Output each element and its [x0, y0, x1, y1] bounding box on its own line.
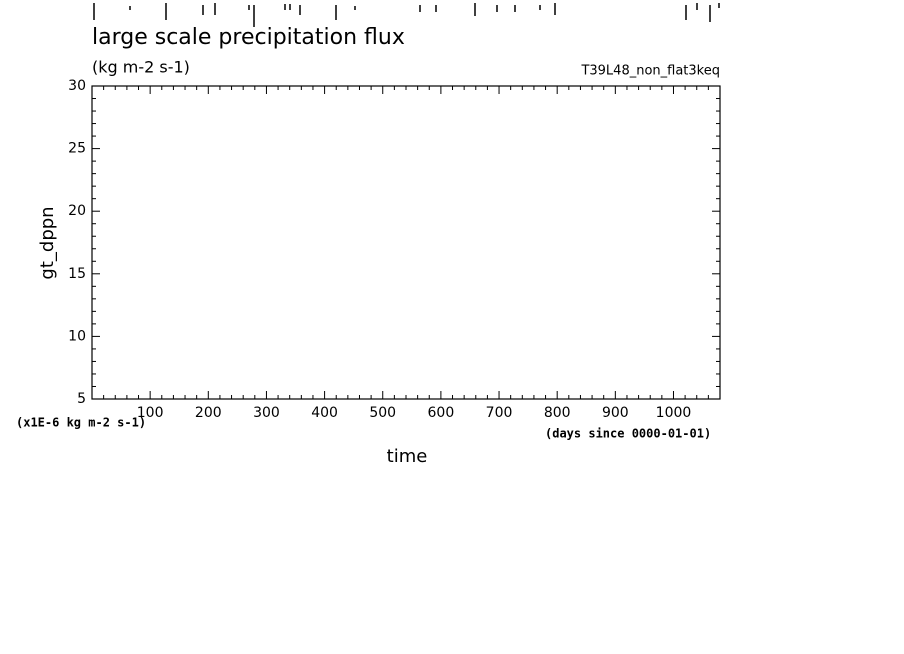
y-tick-label: 30: [68, 78, 86, 94]
x-tick-label: 800: [544, 405, 571, 421]
y-axis-label: gt_dppn: [37, 206, 58, 279]
x-tick-label: 200: [195, 405, 222, 421]
x-axis-label: time: [387, 446, 428, 467]
header-glitch-marks: [93, 3, 720, 27]
x-tick-label: 900: [602, 405, 629, 421]
y-tick-label: 5: [77, 391, 86, 407]
x-tick-label: 400: [311, 405, 338, 421]
x-tick-label: 300: [253, 405, 280, 421]
x-tick-label: 100: [137, 405, 164, 421]
chart-title: large scale precipitation flux: [92, 25, 405, 50]
y-tick-label: 15: [68, 266, 86, 282]
y-tick-label: 25: [68, 141, 86, 157]
experiment-label: T39L48_non_flat3keq: [580, 64, 720, 79]
plot-frame: [91, 85, 721, 400]
x-tick-label: 700: [486, 405, 513, 421]
y-tick-label: 10: [68, 328, 86, 344]
x-tick-label: 600: [428, 405, 455, 421]
y-tick-label: 20: [68, 203, 86, 219]
x-tick-label: 1000: [656, 405, 692, 421]
x-tick-label: 500: [369, 405, 396, 421]
chart-subtitle: (kg m-2 s-1): [92, 58, 190, 77]
x-unit-note: (days since 0000-01-01): [545, 427, 711, 441]
y-unit-note: (x1E-6 kg m-2 s-1): [16, 416, 146, 430]
